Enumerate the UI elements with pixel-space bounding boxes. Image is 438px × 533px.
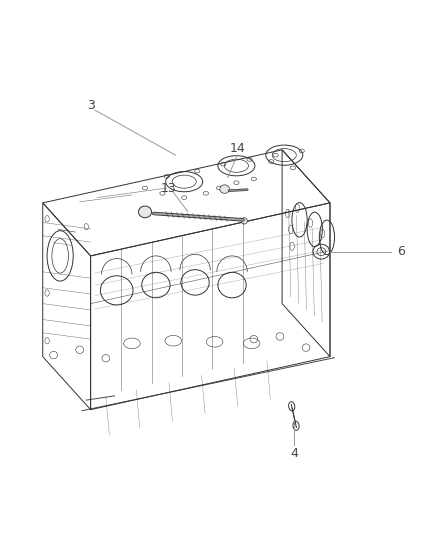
Ellipse shape (241, 217, 247, 224)
Text: 4: 4 (290, 447, 298, 459)
Ellipse shape (220, 185, 230, 193)
Text: 6: 6 (397, 245, 405, 258)
Text: 13: 13 (161, 182, 177, 195)
Text: 3: 3 (87, 99, 95, 112)
Ellipse shape (138, 206, 152, 217)
Text: 14: 14 (230, 142, 245, 155)
